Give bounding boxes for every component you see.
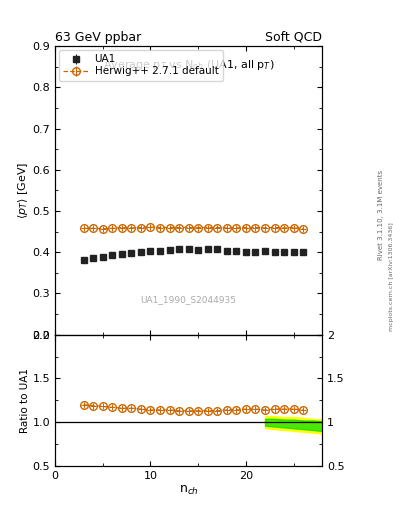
Text: Average p$_T$ vs N$_{ch}$ (UA1, all p$_T$): Average p$_T$ vs N$_{ch}$ (UA1, all p$_T… — [103, 58, 274, 72]
Text: Soft QCD: Soft QCD — [265, 31, 322, 44]
Y-axis label: Ratio to UA1: Ratio to UA1 — [20, 368, 29, 433]
Text: Rivet 3.1.10, 3.1M events: Rivet 3.1.10, 3.1M events — [378, 170, 384, 260]
X-axis label: n$_{ch}$: n$_{ch}$ — [179, 483, 198, 497]
Text: 63 GeV ppbar: 63 GeV ppbar — [55, 31, 141, 44]
Legend: UA1, Herwig++ 2.7.1 default: UA1, Herwig++ 2.7.1 default — [59, 50, 223, 81]
Text: mcplots.cern.ch [arXiv:1306.3436]: mcplots.cern.ch [arXiv:1306.3436] — [389, 222, 393, 331]
Y-axis label: $\langle p_T \rangle$ [GeV]: $\langle p_T \rangle$ [GeV] — [16, 162, 29, 219]
Text: UA1_1990_S2044935: UA1_1990_S2044935 — [141, 295, 237, 305]
